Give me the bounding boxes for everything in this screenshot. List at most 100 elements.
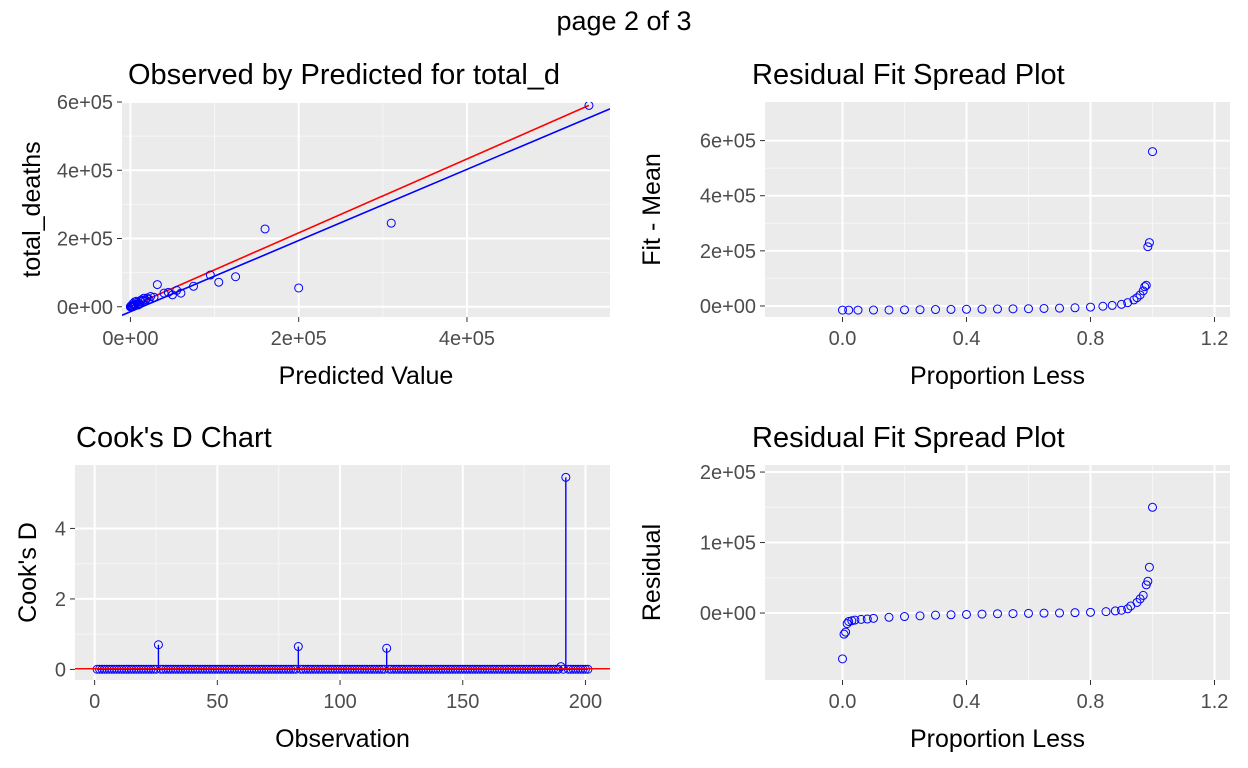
data-point <box>1144 238 1154 248</box>
data-point <box>1098 301 1108 311</box>
data-point <box>1024 608 1033 618</box>
x-axis-label: Observation <box>275 725 410 753</box>
x-tick-label: 0.4 <box>953 328 981 350</box>
data-point <box>900 305 909 315</box>
chart-title: Residual Fit Spread Plot <box>752 422 1065 454</box>
y-tick-label: 6e+05 <box>700 131 756 153</box>
data-point <box>842 619 852 629</box>
y-tick-label: 2e+05 <box>700 462 756 484</box>
data-point <box>189 281 199 291</box>
data-point <box>1117 605 1126 615</box>
plot-area <box>838 502 1157 664</box>
y-axis-label: Residual <box>638 524 666 621</box>
chart-panel-rfs_fit: 0.0 0.4 0.8 1.2 0e+00 2e+05 4e+05 6e+05 Residual… <box>638 59 1230 390</box>
data-point <box>1008 304 1018 314</box>
x-tick-label: 100 <box>323 691 356 713</box>
y-tick-label: 6e+05 <box>57 92 113 114</box>
y-tick-label: 2 <box>55 589 66 611</box>
data-point <box>167 290 177 300</box>
data-point <box>931 305 940 315</box>
data-point <box>962 304 971 314</box>
plot-area <box>838 147 1157 315</box>
data-point <box>260 224 270 234</box>
data-point <box>159 288 169 298</box>
x-tick-label: 1.2 <box>1201 691 1229 713</box>
data-point <box>993 304 1002 314</box>
data-point <box>931 610 940 620</box>
data-point <box>977 609 987 619</box>
data-point <box>1008 609 1018 619</box>
data-point <box>1070 303 1080 313</box>
data-point <box>869 613 878 623</box>
data-point <box>844 305 854 315</box>
plot-area <box>75 472 610 674</box>
data-point <box>884 612 894 622</box>
x-tick-label: 200 <box>569 691 602 713</box>
x-tick-label: 0.4 <box>953 691 981 713</box>
x-tick-label: 0.0 <box>829 691 857 713</box>
x-axis-label: Proportion Less <box>910 725 1085 753</box>
data-point <box>856 614 866 624</box>
cooks-point <box>153 640 163 650</box>
data-point <box>853 305 863 315</box>
x-tick-label: 2e+05 <box>271 328 327 350</box>
data-point <box>1039 303 1049 313</box>
data-point <box>1107 300 1117 310</box>
data-point <box>163 287 173 297</box>
data-point <box>900 612 909 622</box>
y-tick-label: 2e+05 <box>700 241 756 263</box>
data-point <box>862 614 872 624</box>
data-point <box>1129 295 1139 305</box>
data-point <box>1086 302 1095 312</box>
data-point <box>977 304 987 314</box>
data-point <box>1141 280 1151 290</box>
chart-title: Cook's D Chart <box>76 422 272 454</box>
x-tick-label: 0.8 <box>1077 691 1105 713</box>
x-tick-label: 4e+05 <box>439 328 495 350</box>
data-point <box>1024 304 1033 314</box>
data-point <box>1070 608 1080 618</box>
data-point <box>294 283 304 293</box>
fit-line <box>122 108 610 317</box>
data-point <box>1110 606 1120 616</box>
chart-title: Residual Fit Spread Plot <box>752 59 1065 91</box>
panel-background <box>75 465 610 680</box>
y-tick-label: 0 <box>55 659 66 681</box>
data-point <box>205 270 215 280</box>
x-tick-label: 50 <box>206 691 228 713</box>
data-point <box>1055 303 1064 313</box>
data-point <box>1039 608 1049 618</box>
x-tick-label: 1.2 <box>1201 328 1229 350</box>
data-point <box>838 654 847 664</box>
data-point <box>386 218 396 228</box>
data-point <box>231 272 241 282</box>
data-point <box>839 629 849 639</box>
y-tick-label: 0e+00 <box>700 296 756 318</box>
data-point <box>139 293 149 303</box>
data-point <box>1148 502 1157 512</box>
data-point <box>838 305 847 315</box>
data-point <box>946 304 956 314</box>
y-tick-label: 4e+05 <box>57 160 113 182</box>
data-point <box>1117 299 1126 309</box>
x-tick-label: 0e+00 <box>102 328 158 350</box>
data-point <box>993 609 1002 619</box>
data-point <box>847 616 857 626</box>
panel-background <box>765 465 1230 680</box>
x-tick-label: 0.8 <box>1077 328 1105 350</box>
y-tick-label: 2e+05 <box>57 229 113 251</box>
panel-background <box>765 102 1230 317</box>
data-point <box>1101 607 1111 617</box>
data-point <box>915 305 925 315</box>
data-point <box>1123 604 1133 614</box>
data-point <box>962 609 971 619</box>
chart-panel-rfs_resid: 0.0 0.4 0.8 1.2 0e+00 1e+05 2e+05 Residual Fit … <box>638 422 1230 753</box>
data-point <box>884 305 894 315</box>
chart-title: Observed by Predicted for total_d <box>128 59 560 91</box>
chart-panel-cooks_d: 0 50 100 150 200 0 2 4 Cook's D Chart Observation… <box>14 422 610 753</box>
cooks-point <box>561 472 571 482</box>
data-point <box>1144 562 1154 572</box>
y-axis-label: Cook's D <box>14 522 42 623</box>
y-tick-label: 4 <box>55 518 66 540</box>
y-tick-label: 0e+00 <box>700 603 756 625</box>
